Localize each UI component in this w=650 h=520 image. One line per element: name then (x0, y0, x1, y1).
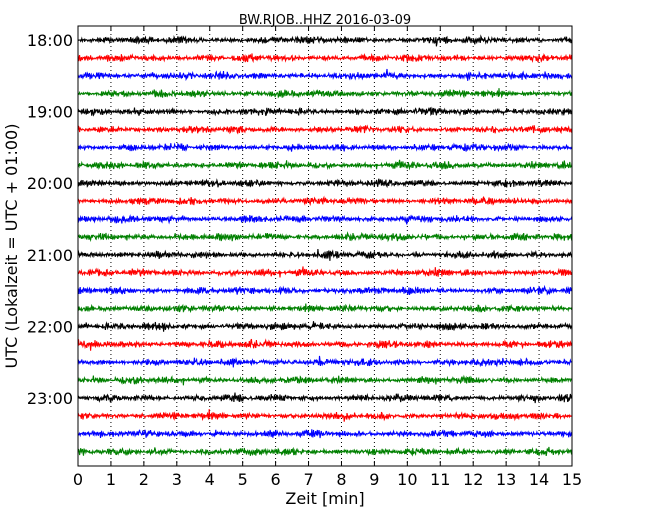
y-tick-label: 21:00 (27, 246, 73, 265)
trace-1915 (77, 124, 573, 135)
trace-1830 (77, 68, 573, 82)
trace-1815 (77, 52, 573, 64)
trace-2100 (77, 248, 573, 261)
y-tick-label: 19:00 (27, 103, 73, 122)
x-tick-label: 6 (271, 470, 281, 489)
trace-2315 (77, 409, 573, 422)
x-tick-label: 14 (529, 470, 549, 489)
x-axis-label: Zeit [min] (285, 489, 364, 508)
trace-2230 (77, 355, 573, 368)
y-tick-label: 20:00 (27, 174, 73, 193)
x-tick-label: 9 (369, 470, 379, 489)
trace-1930 (77, 142, 573, 153)
y-tick-label: 23:00 (27, 389, 73, 408)
seismogram-traces (77, 34, 573, 457)
x-tick-label: 1 (106, 470, 116, 489)
x-tick-label: 13 (496, 470, 516, 489)
x-tick-label: 7 (303, 470, 313, 489)
trace-2215 (77, 338, 573, 351)
x-tick-label: 0 (73, 470, 83, 489)
trace-2115 (77, 266, 573, 278)
trace-1845 (77, 88, 573, 99)
x-tick-label: 8 (336, 470, 346, 489)
chart-title: BW.RJOB..HHZ 2016-03-09 (239, 13, 411, 28)
x-tick-label: 2 (139, 470, 149, 489)
trace-1800 (77, 34, 573, 47)
trace-1900 (77, 106, 573, 117)
trace-2200 (77, 321, 573, 332)
x-axis-ticks: 0 1 2 3 4 5 6 7 8 9 10 11 12 13 14 15 (73, 26, 582, 489)
x-tick-label: 5 (238, 470, 248, 489)
trace-2030 (77, 214, 573, 225)
grid-lines (110, 26, 540, 466)
trace-1945 (77, 159, 573, 171)
x-tick-label: 3 (172, 470, 182, 489)
trace-2015 (77, 195, 573, 207)
trace-2130 (77, 284, 573, 296)
trace-2000 (77, 178, 573, 189)
x-tick-label: 11 (430, 470, 450, 489)
trace-2145 (77, 303, 573, 314)
y-tick-label: 18:00 (27, 31, 73, 50)
x-tick-label: 4 (205, 470, 215, 489)
y-axis-ticks: 18:00 19:00 20:00 21:00 22:00 23:00 (27, 31, 572, 408)
trace-2245 (77, 374, 573, 386)
trace-2045 (77, 231, 573, 243)
trace-2345 (77, 446, 573, 457)
trace-2330 (77, 429, 573, 439)
x-tick-label: 15 (562, 470, 582, 489)
x-tick-label: 12 (463, 470, 483, 489)
plot-frame (77, 25, 573, 467)
trace-2300 (77, 392, 573, 404)
x-tick-label: 10 (397, 470, 417, 489)
y-axis-label: UTC (Lokalzeit = UTC + 01:00) (2, 124, 21, 369)
y-tick-label: 22:00 (27, 317, 73, 336)
